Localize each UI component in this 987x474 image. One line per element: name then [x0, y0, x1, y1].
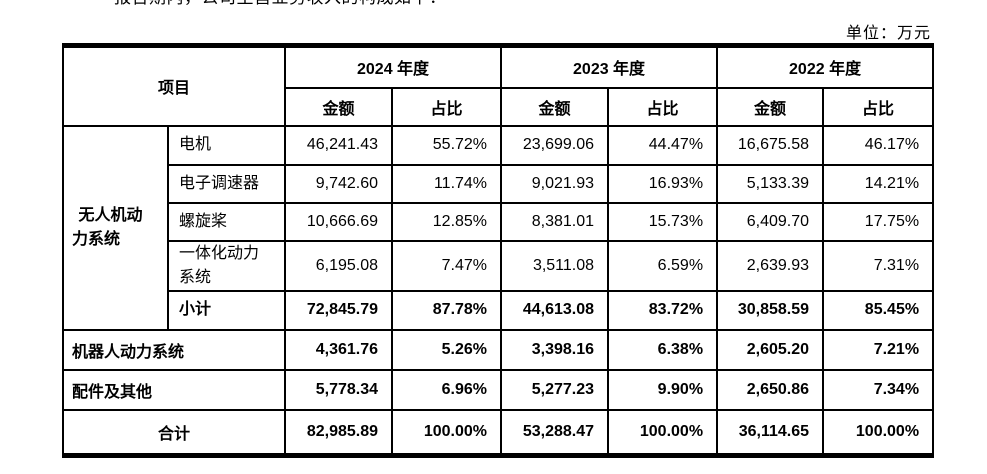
header-cell-year-2024: 2024 年度 — [284, 44, 503, 89]
ratio-cell-2024: 12.85% — [391, 201, 503, 242]
row-label: 一体化动力系统 — [166, 239, 287, 292]
ratio-cell-2022: 7.21% — [822, 328, 935, 371]
amount-cell-2022: 5,133.39 — [716, 163, 825, 204]
row-label: 电子调速器 — [166, 163, 287, 204]
ratio-cell-2022: 7.34% — [822, 368, 935, 411]
ratio-cell-2024: 7.47% — [391, 239, 503, 292]
amount-cell-2024: 10,666.69 — [284, 201, 394, 242]
header-cell-year-2023: 2023 年度 — [500, 44, 719, 89]
ratio-cell-2022: 14.21% — [822, 163, 935, 204]
amount-cell-2022: 6,409.70 — [716, 201, 825, 242]
ratio-cell-2022: 7.31% — [822, 239, 935, 292]
amount-cell-2022: 30,858.59 — [716, 289, 825, 331]
ratio-cell-2024: 100.00% — [391, 408, 503, 457]
amount-cell-2023: 3,511.08 — [500, 239, 610, 292]
amount-cell-2023: 53,288.47 — [500, 408, 610, 457]
row-label: 螺旋桨 — [166, 201, 287, 242]
ratio-cell-2023: 15.73% — [607, 201, 719, 242]
revenue-composition-table: 项目 2024 年度 2023 年度 2022 年度 金额 占比 金额 占比 金… — [61, 43, 935, 458]
ratio-cell-2022: 100.00% — [822, 408, 935, 457]
row-label-robot-power-system: 机器人动力系统 — [61, 328, 287, 371]
amount-cell-2023: 5,277.23 — [500, 368, 610, 411]
ratio-cell-2023: 16.93% — [607, 163, 719, 204]
ratio-cell-2024: 5.26% — [391, 328, 503, 371]
table-row-subtotal: 小计 72,845.79 87.78% 44,613.08 83.72% 30,… — [63, 289, 935, 331]
ratio-cell-2023: 100.00% — [607, 408, 719, 457]
header-cell-ratio-2022: 占比 — [822, 86, 935, 127]
header-row-measures: 金额 占比 金额 占比 金额 占比 — [63, 86, 935, 127]
amount-cell-2024: 82,985.89 — [284, 408, 394, 457]
amount-cell-2023: 44,613.08 — [500, 289, 610, 331]
amount-cell-2024: 5,778.34 — [284, 368, 394, 411]
amount-cell-2022: 16,675.58 — [716, 124, 825, 166]
group-cell-uav-power-system: 无人机动力系统 — [62, 124, 169, 331]
ratio-cell-2023: 9.90% — [607, 368, 719, 411]
row-label-total: 合计 — [61, 408, 287, 457]
table-row-propeller: 螺旋桨 10,666.69 12.85% 8,381.01 15.73% 6,4… — [63, 201, 935, 242]
amount-cell-2023: 3,398.16 — [500, 328, 610, 371]
header-row-years: 项目 2024 年度 2023 年度 2022 年度 — [61, 44, 935, 127]
table-row-total: 合计 82,985.89 100.00% 53,288.47 100.00% 3… — [61, 408, 935, 457]
header-cell-item: 项目 — [61, 44, 287, 127]
ratio-cell-2024: 6.96% — [391, 368, 503, 411]
row-label: 电机 — [166, 124, 287, 166]
amount-cell-2024: 6,195.08 — [284, 239, 394, 292]
unit-note: 单位：万元 — [845, 25, 931, 42]
header-cell-year-2022: 2022 年度 — [716, 44, 935, 89]
ratio-cell-2023: 83.72% — [607, 289, 719, 331]
header-cell-amount-2023: 金额 — [500, 86, 610, 127]
table-row-accessories-other: 配件及其他 5,778.34 6.96% 5,277.23 9.90% 2,65… — [61, 368, 935, 411]
ratio-cell-2023: 44.47% — [607, 124, 719, 166]
ratio-cell-2024: 55.72% — [391, 124, 503, 166]
top-paragraph-text: 报告期内，公司主营业务收入的构成如下： — [114, 0, 534, 8]
header-cell-amount-2022: 金额 — [716, 86, 825, 127]
table-row-robot-power-system: 机器人动力系统 4,361.76 5.26% 3,398.16 6.38% 2,… — [61, 328, 935, 371]
amount-cell-2024: 46,241.43 — [284, 124, 394, 166]
amount-cell-2024: 72,845.79 — [284, 289, 394, 331]
ratio-cell-2024: 11.74% — [391, 163, 503, 204]
amount-cell-2024: 9,742.60 — [284, 163, 394, 204]
amount-cell-2023: 23,699.06 — [500, 124, 610, 166]
ratio-cell-2022: 85.45% — [822, 289, 935, 331]
row-label-accessories-other: 配件及其他 — [61, 368, 287, 411]
ratio-cell-2022: 46.17% — [822, 124, 935, 166]
amount-cell-2022: 2,605.20 — [716, 328, 825, 371]
amount-cell-2024: 4,361.76 — [284, 328, 394, 371]
ratio-cell-2023: 6.38% — [607, 328, 719, 371]
table-row-esc: 电子调速器 9,742.60 11.74% 9,021.93 16.93% 5,… — [63, 163, 935, 204]
row-label-subtotal: 小计 — [166, 289, 287, 331]
amount-cell-2023: 9,021.93 — [500, 163, 610, 204]
amount-cell-2023: 8,381.01 — [500, 201, 610, 242]
table-row-integrated-power-system: 一体化动力系统 6,195.08 7.47% 3,511.08 6.59% 2,… — [63, 239, 935, 292]
header-cell-amount-2024: 金额 — [284, 86, 394, 127]
ratio-cell-2024: 87.78% — [391, 289, 503, 331]
ratio-cell-2022: 17.75% — [822, 201, 935, 242]
amount-cell-2022: 36,114.65 — [716, 408, 825, 457]
top-paragraph-clipped: 报告期内，公司主营业务收入的构成如下： — [114, 0, 534, 8]
amount-cell-2022: 2,650.86 — [716, 368, 825, 411]
table-row-motor: 无人机动力系统 电机 46,241.43 55.72% 23,699.06 44… — [62, 124, 935, 331]
ratio-cell-2023: 6.59% — [607, 239, 719, 292]
header-cell-ratio-2023: 占比 — [607, 86, 719, 127]
amount-cell-2022: 2,639.93 — [716, 239, 825, 292]
header-cell-ratio-2024: 占比 — [391, 86, 503, 127]
